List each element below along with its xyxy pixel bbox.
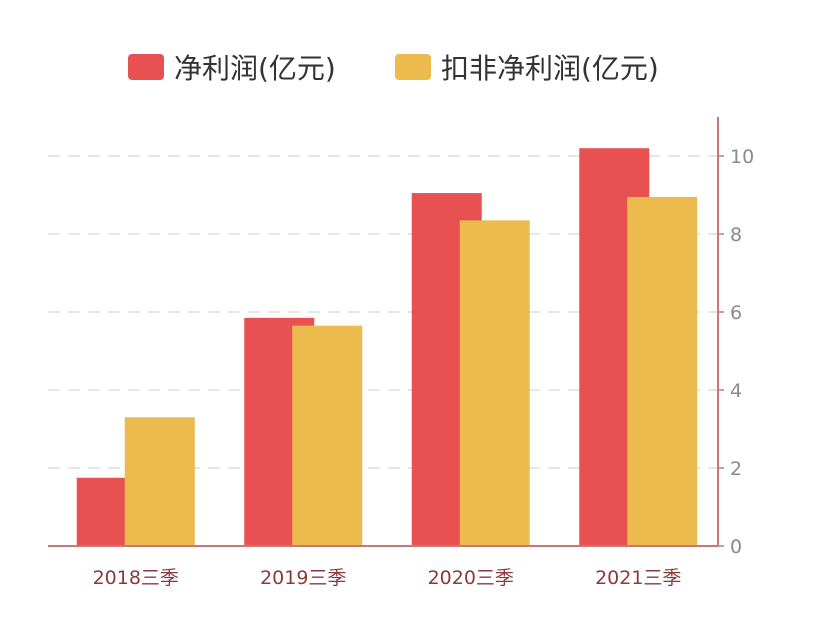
legend-swatch-deducted-net-profit [395, 54, 431, 80]
y-axis-tick-labels: 0 2 4 6 8 10 [718, 146, 754, 558]
y-tick-label: 0 [730, 536, 742, 558]
legend-label-deducted-net-profit: 扣非净利润(亿元) [441, 52, 659, 85]
bars [76, 148, 698, 547]
y-tick-label: 8 [730, 224, 742, 246]
y-tick-label: 4 [730, 380, 742, 402]
bar-deducted-net-profit-2 [459, 220, 530, 546]
axes [48, 117, 719, 547]
bar-deducted-net-profit-0 [124, 417, 195, 546]
legend-swatch-net-profit [128, 54, 164, 80]
x-category-label: 2020三季 [428, 567, 514, 589]
legend: 净利润(亿元) 扣非净利润(亿元) [128, 52, 659, 85]
y-tick-label: 2 [730, 458, 742, 480]
bar-deducted-net-profit-1 [292, 325, 363, 546]
y-tick-label: 6 [730, 302, 742, 324]
bar-deducted-net-profit-3 [627, 196, 698, 546]
legend-label-net-profit: 净利润(亿元) [174, 52, 336, 85]
x-category-label: 2021三季 [595, 567, 681, 589]
x-axis-category-labels: 2018三季 2019三季 2020三季 2021三季 [93, 567, 682, 589]
y-tick-label: 10 [730, 146, 754, 168]
x-category-label: 2018三季 [93, 567, 179, 589]
x-category-label: 2019三季 [260, 567, 346, 589]
